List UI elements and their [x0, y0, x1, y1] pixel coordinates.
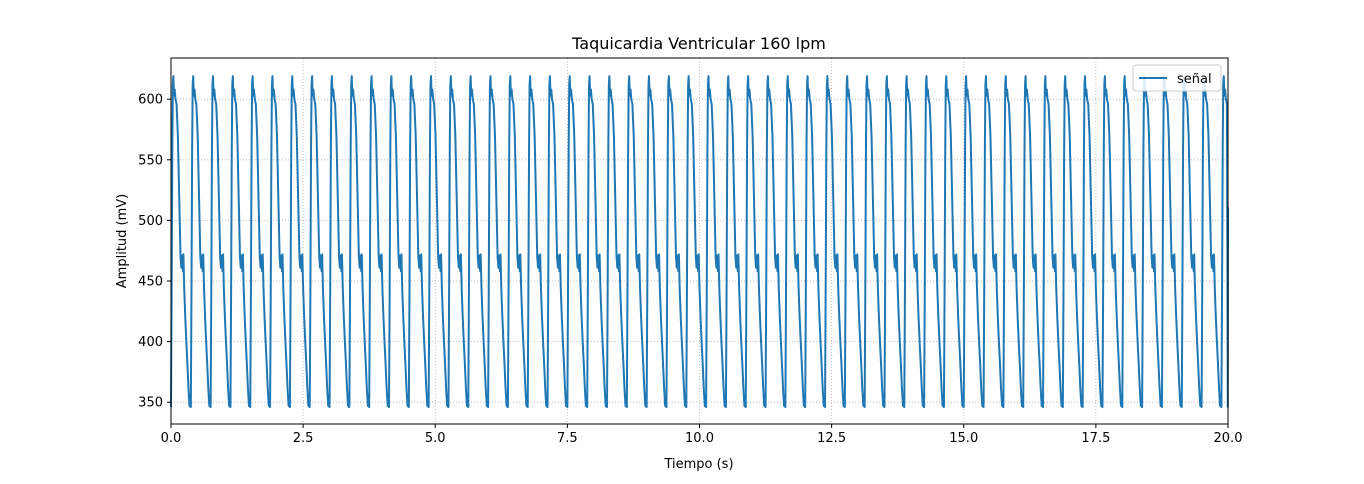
- series-line-senal: [170, 75, 1229, 409]
- legend: señal: [1132, 64, 1222, 92]
- y-tick-label: 500: [138, 214, 163, 229]
- y-tick-label: 350: [138, 396, 163, 411]
- x-axis-label: Tiempo (s): [663, 457, 733, 472]
- x-tick-label: 17.5: [1081, 431, 1110, 446]
- x-tick-label: 5.0: [425, 431, 446, 446]
- x-axis: 0.0 2.5 5.0 7.5 10.0 12.5 15.0 17.5 20.0: [161, 424, 1243, 446]
- x-tick-label: 20.0: [1214, 431, 1243, 446]
- x-tick-label: 10.0: [685, 431, 714, 446]
- y-tick-label: 450: [138, 274, 163, 289]
- chart-title: Taquicardia Ventricular 160 lpm: [571, 34, 826, 53]
- legend-box: [1132, 64, 1222, 92]
- x-tick-label: 0.0: [161, 431, 182, 446]
- x-tick-label: 2.5: [293, 431, 314, 446]
- y-tick-label: 600: [138, 93, 163, 108]
- y-axis-label: Amplitud (mV): [115, 194, 130, 288]
- x-tick-label: 12.5: [817, 431, 846, 446]
- series-layer: [170, 75, 1229, 409]
- x-tick-label: 15.0: [949, 431, 978, 446]
- x-tick-label: 7.5: [557, 431, 578, 446]
- y-tick-label: 400: [138, 335, 163, 350]
- legend-label: señal: [1177, 72, 1212, 87]
- y-axis: 350 400 450 500 550 600: [138, 93, 171, 411]
- y-tick-label: 550: [138, 153, 163, 168]
